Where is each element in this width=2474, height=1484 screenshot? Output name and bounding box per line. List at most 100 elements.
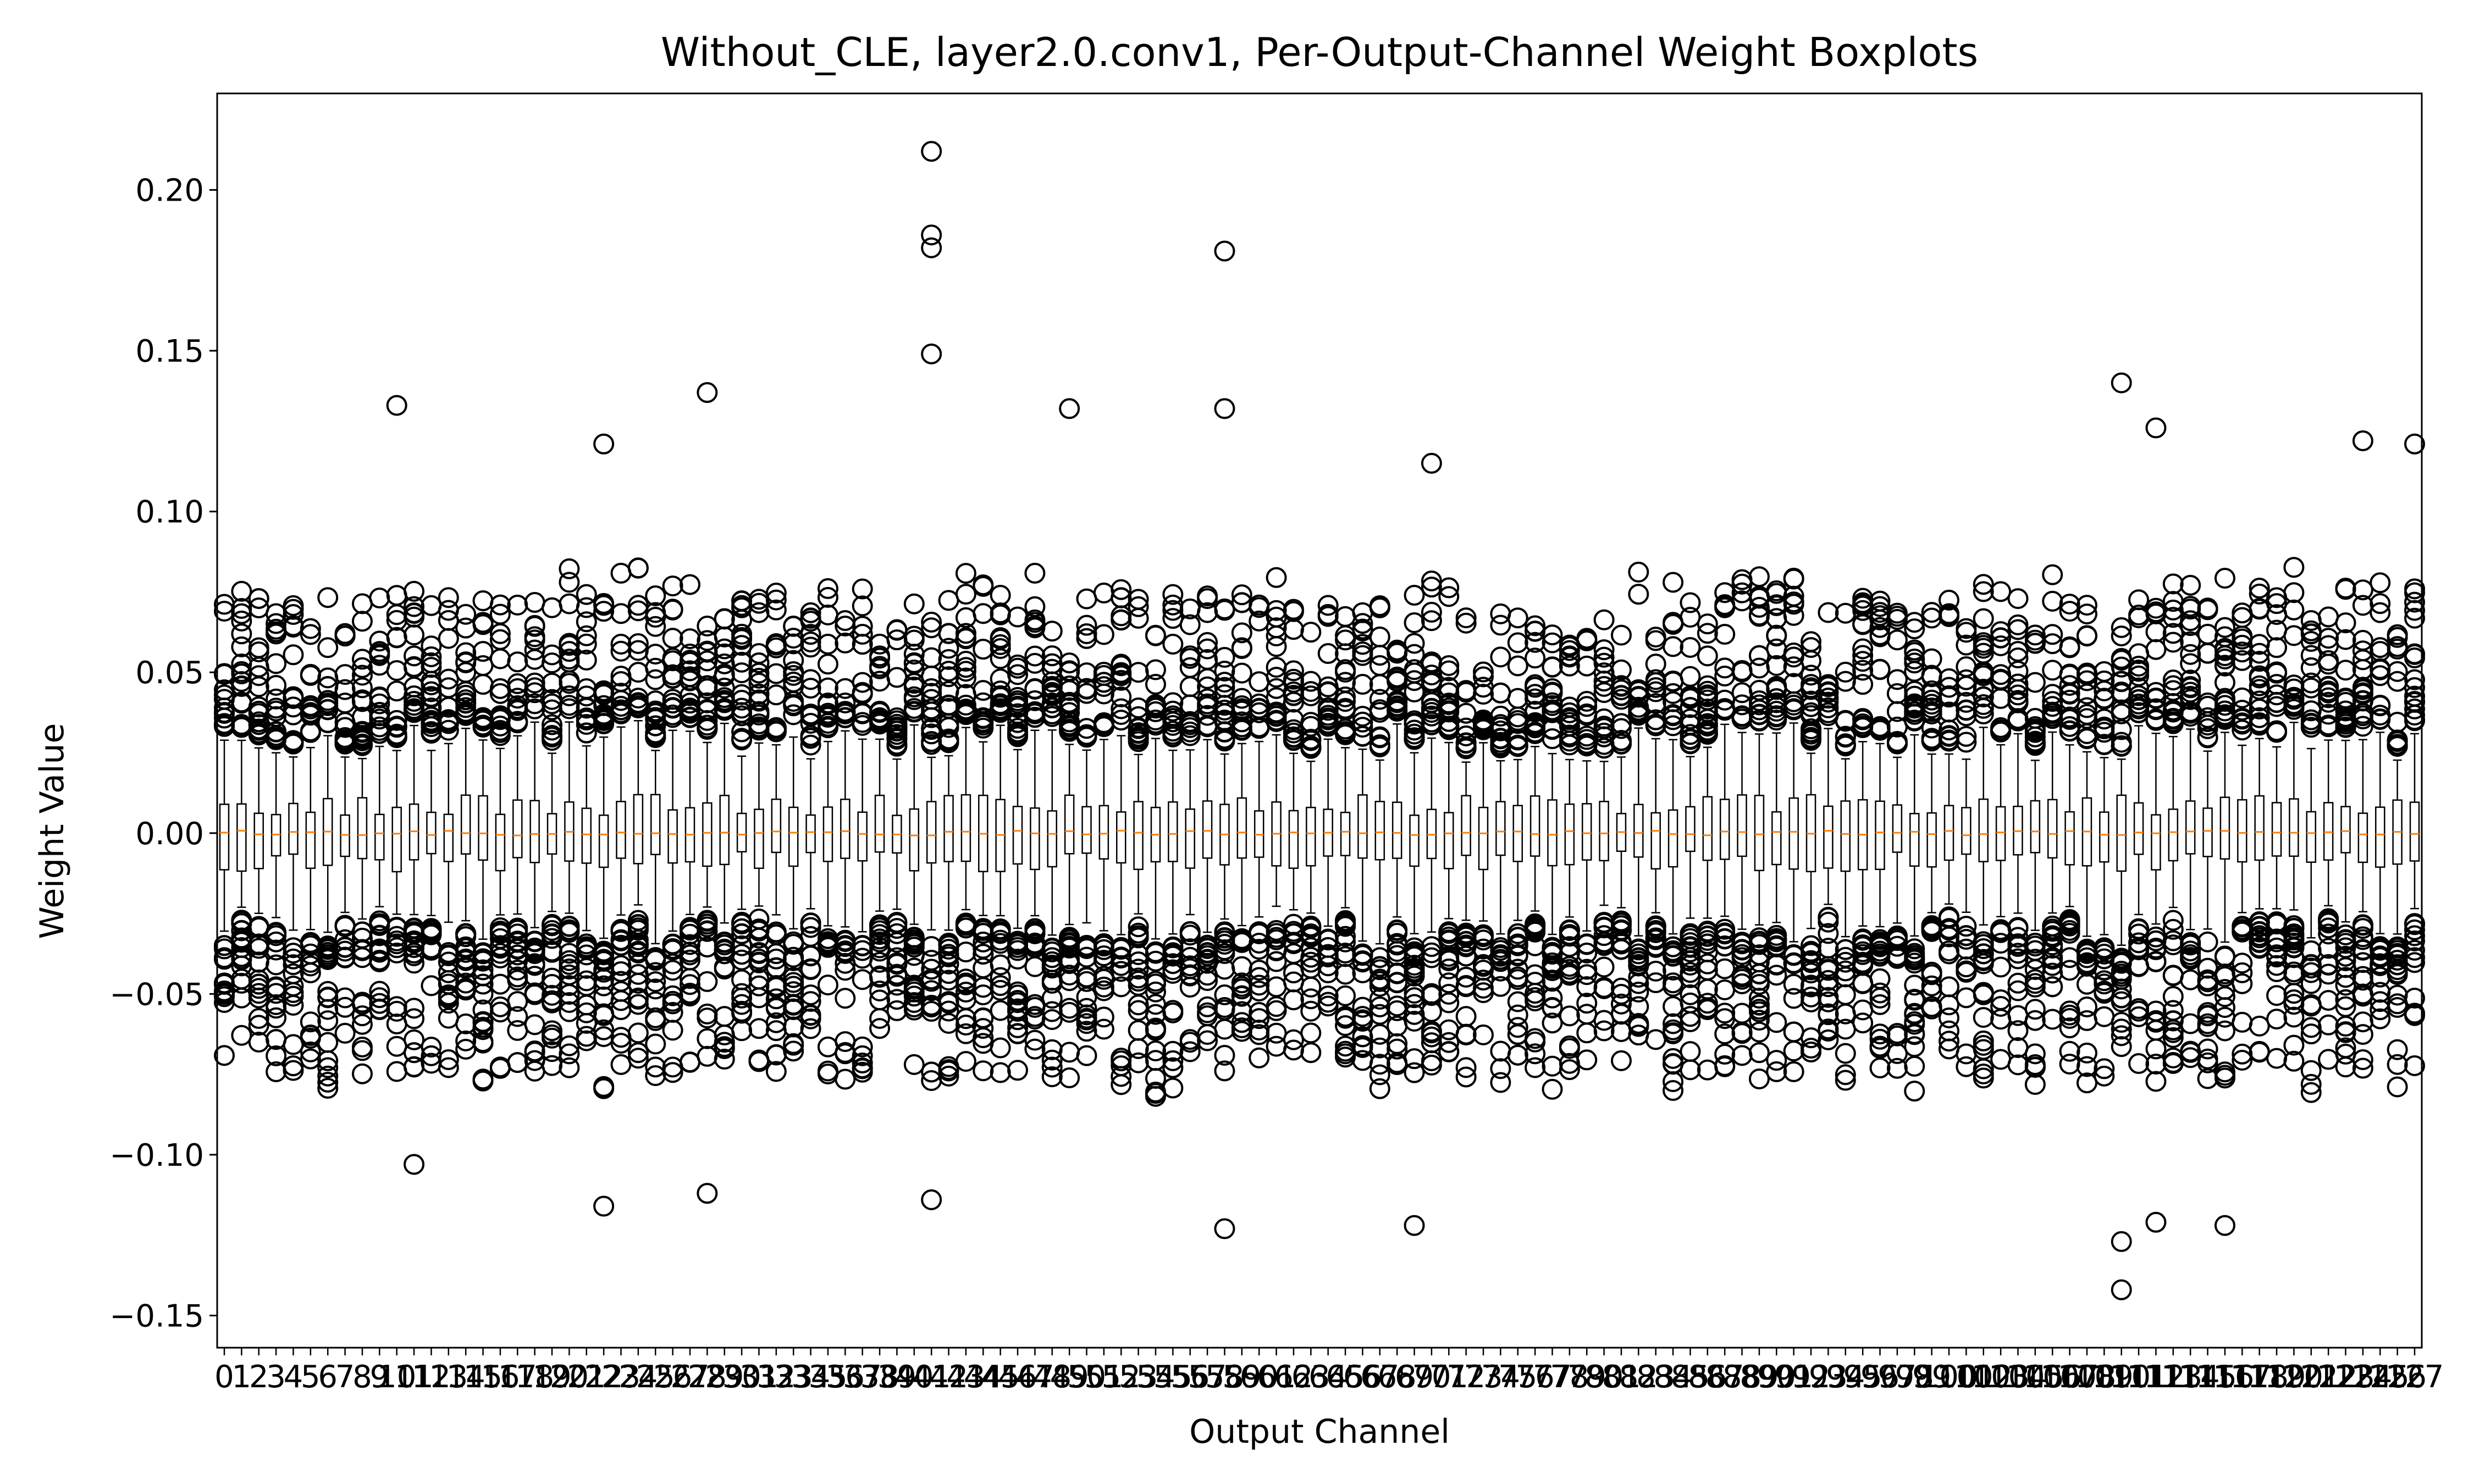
iqr-box	[253, 812, 264, 870]
outlier-point	[990, 1000, 1011, 1021]
outlier-point	[697, 717, 718, 739]
outlier-point	[1973, 704, 1994, 725]
outlier-point	[1007, 721, 1029, 743]
outlier-point	[2145, 1038, 2167, 1060]
outlier-point	[1990, 627, 2012, 649]
outlier-point	[386, 395, 407, 416]
outlier-point	[903, 978, 925, 1000]
x-tick-label: 44	[964, 1359, 1003, 1395]
outlier-point	[1438, 716, 1460, 737]
outlier-point	[1697, 978, 1718, 1000]
x-tick-label: 102	[1954, 1359, 2013, 1395]
outlier-point	[1128, 916, 1149, 938]
outlier-point	[317, 1071, 339, 1093]
outlier-point	[334, 625, 356, 646]
outlier-point	[2162, 1000, 2184, 1021]
outlier-point	[231, 610, 252, 632]
x-tick-label: 74	[1481, 1359, 1520, 1395]
outlier-point	[731, 728, 753, 749]
outlier-point	[1249, 967, 1270, 988]
outlier-point	[610, 640, 632, 662]
outlier-point	[2076, 708, 2097, 729]
outlier-point	[1197, 588, 1218, 610]
y-tick-label: 0.05	[135, 655, 204, 691]
x-tick-label: 87	[1705, 1359, 1744, 1395]
outlier-point	[2111, 1018, 2132, 1040]
x-tick-label: 12	[412, 1359, 451, 1395]
outlier-point	[800, 678, 821, 699]
outlier-point	[2145, 1000, 2167, 1022]
outlier-point	[593, 1078, 615, 1099]
outlier-point	[2059, 912, 2080, 934]
outlier-point	[765, 599, 787, 621]
outlier-point	[1766, 929, 1787, 950]
outlier-point	[1680, 636, 1701, 658]
outlier-point	[800, 734, 821, 756]
outlier-point	[1438, 586, 1460, 607]
outlier-point	[1421, 577, 1442, 598]
outlier-point	[869, 645, 891, 667]
outlier-point	[921, 224, 942, 246]
x-axis: 0123456789101112131415161718192021222324…	[214, 1348, 2444, 1395]
outlier-point	[386, 717, 407, 738]
outlier-point	[1093, 624, 1114, 645]
outlier-point	[1249, 974, 1270, 996]
outlier-point	[1111, 686, 1132, 707]
outlier-point	[645, 971, 666, 993]
outlier-point	[783, 972, 804, 993]
box-channel	[852, 578, 873, 1083]
outlier-point	[2214, 567, 2235, 589]
outlier-point	[1438, 992, 1460, 1014]
outlier-point	[2180, 653, 2201, 674]
outlier-point	[1525, 632, 1546, 653]
outlier-point	[300, 624, 321, 645]
x-tick-label: 25	[636, 1359, 675, 1395]
iqr-box	[1495, 801, 1506, 856]
iqr-box	[633, 794, 644, 865]
outlier-point	[507, 991, 528, 1012]
outlier-point	[714, 643, 735, 665]
outlier-point	[1421, 570, 1442, 591]
outlier-point	[1818, 959, 1839, 981]
box-channel	[283, 595, 304, 1081]
outlier-point	[679, 628, 700, 650]
outlier-point	[2024, 1074, 2046, 1095]
outlier-point	[248, 1008, 269, 1029]
outlier-point	[1162, 634, 1184, 655]
outlier-point	[2007, 588, 2029, 610]
outlier-point	[1525, 1028, 1546, 1049]
outlier-point	[576, 649, 597, 671]
x-tick-label: 23	[601, 1359, 640, 1395]
outlier-point	[1576, 1049, 1598, 1071]
box-channel	[1593, 609, 1615, 1042]
outlier-point	[283, 963, 304, 984]
outlier-point	[1645, 915, 1666, 937]
outlier-point	[1766, 655, 1787, 676]
outlier-point	[2076, 1042, 2097, 1064]
outlier-point	[921, 1189, 942, 1210]
box-channel	[2076, 595, 2097, 1094]
outlier-point	[903, 927, 925, 948]
outlier-point	[1490, 646, 1511, 668]
x-tick-label: 91	[1774, 1359, 1813, 1395]
outlier-point	[973, 715, 994, 736]
outlier-point	[1576, 993, 1598, 1014]
outlier-point	[1973, 1007, 1994, 1028]
box-channel	[472, 590, 494, 1092]
outlier-point	[1128, 922, 1149, 944]
iqr-box	[391, 806, 402, 873]
outlier-point	[1317, 606, 1339, 627]
outlier-point	[248, 1015, 269, 1036]
outlier-point	[317, 987, 339, 1009]
outlier-point	[2111, 719, 2132, 740]
outlier-point	[679, 949, 700, 971]
outlier-point	[1197, 649, 1218, 670]
outlier-point	[524, 672, 545, 694]
outlier-point	[1300, 737, 1322, 758]
outlier-point	[1783, 1061, 1804, 1082]
outlier-point	[1145, 1040, 1166, 1062]
outlier-point	[2214, 626, 2235, 647]
outlier-point	[231, 623, 252, 645]
outlier-point	[472, 983, 494, 1005]
outlier-point	[593, 1019, 615, 1040]
